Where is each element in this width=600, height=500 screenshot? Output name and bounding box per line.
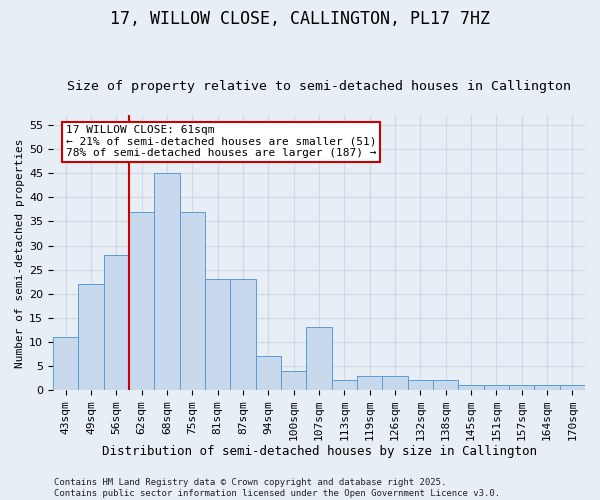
Bar bbox=[104, 255, 129, 390]
Bar bbox=[230, 280, 256, 390]
Text: 17 WILLOW CLOSE: 61sqm
← 21% of semi-detached houses are smaller (51)
78% of sem: 17 WILLOW CLOSE: 61sqm ← 21% of semi-det… bbox=[65, 125, 376, 158]
Text: Contains HM Land Registry data © Crown copyright and database right 2025.
Contai: Contains HM Land Registry data © Crown c… bbox=[54, 478, 500, 498]
Bar bbox=[205, 280, 230, 390]
Bar bbox=[256, 356, 281, 390]
Y-axis label: Number of semi-detached properties: Number of semi-detached properties bbox=[15, 138, 25, 368]
Bar bbox=[407, 380, 433, 390]
Bar bbox=[281, 371, 307, 390]
Bar bbox=[129, 212, 154, 390]
Bar bbox=[535, 386, 560, 390]
Bar bbox=[53, 337, 79, 390]
Bar bbox=[179, 212, 205, 390]
X-axis label: Distribution of semi-detached houses by size in Callington: Distribution of semi-detached houses by … bbox=[101, 444, 536, 458]
Bar bbox=[484, 386, 509, 390]
Bar bbox=[307, 328, 332, 390]
Bar bbox=[332, 380, 357, 390]
Title: Size of property relative to semi-detached houses in Callington: Size of property relative to semi-detach… bbox=[67, 80, 571, 94]
Bar bbox=[509, 386, 535, 390]
Bar bbox=[560, 386, 585, 390]
Bar bbox=[357, 376, 382, 390]
Bar bbox=[458, 386, 484, 390]
Text: 17, WILLOW CLOSE, CALLINGTON, PL17 7HZ: 17, WILLOW CLOSE, CALLINGTON, PL17 7HZ bbox=[110, 10, 490, 28]
Bar bbox=[79, 284, 104, 390]
Bar bbox=[154, 174, 179, 390]
Bar bbox=[433, 380, 458, 390]
Bar bbox=[382, 376, 407, 390]
